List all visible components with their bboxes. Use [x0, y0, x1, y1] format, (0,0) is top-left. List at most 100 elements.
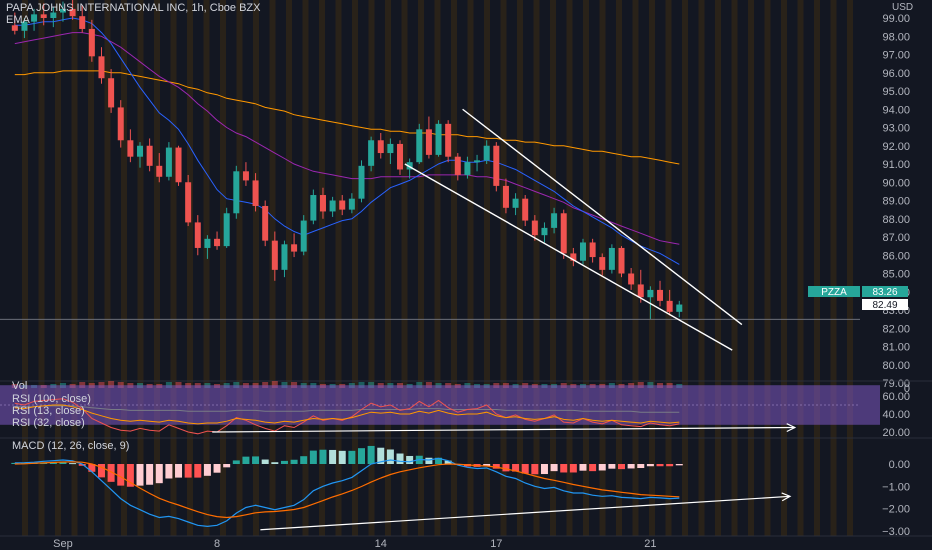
macd-histogram-bar: [666, 464, 674, 467]
price-tick-label: 80.00: [882, 360, 910, 372]
macd-divergence-arrow: [260, 495, 791, 531]
session-stripe: [385, 0, 391, 536]
volume-bar: [98, 382, 105, 388]
session-stripe: [500, 0, 507, 536]
session-stripe: [830, 0, 837, 536]
macd-pane: 0.00 −1.00 −2.00 −3.00: [11, 445, 910, 538]
session-stripe: [170, 0, 177, 536]
session-stripe: [22, 0, 28, 536]
macd-histogram-bar: [329, 449, 337, 464]
candle-body: [156, 165, 163, 177]
line-price-label: 82.49: [872, 300, 897, 311]
wedge-lower-line: [404, 163, 733, 351]
macd-histogram-bar: [338, 450, 346, 464]
session-stripe: [781, 0, 787, 536]
candle-body: [319, 195, 326, 212]
trendlines[interactable]: [212, 108, 797, 531]
session-stripe: [484, 0, 490, 536]
session-stripe: [467, 0, 474, 536]
macd-histogram-bar: [126, 464, 134, 487]
macd-histogram-bar: [280, 460, 288, 464]
macd-histogram-bar: [136, 464, 144, 486]
macd-tick-label: −3.00: [882, 526, 910, 538]
price-tick-label: 82.00: [882, 323, 910, 335]
macd-histogram-bar: [223, 464, 231, 468]
volume-bar: [108, 381, 115, 388]
session-stripe: [797, 0, 804, 536]
session-stripe: [335, 0, 342, 536]
volume-bar: [637, 382, 644, 388]
session-stripe: [38, 0, 45, 536]
macd-histogram-bar: [88, 464, 96, 472]
candle-body: [214, 238, 221, 247]
candle-body: [262, 205, 269, 241]
price-tick-label: 81.00: [882, 342, 910, 354]
candle-body: [579, 242, 586, 261]
ticker-tag: [808, 286, 860, 297]
session-stripe: [649, 0, 655, 536]
rsi-pane: 20.00 40.00 60.00: [0, 385, 910, 439]
candle-body: [522, 198, 529, 221]
candle-body: [300, 220, 307, 252]
macd-histogram-bar: [261, 459, 269, 464]
price-tick-label: 89.00: [882, 196, 910, 208]
candle-body: [589, 242, 596, 258]
candle-body: [666, 300, 673, 312]
session-stripe: [104, 0, 111, 536]
last-price-tag: [862, 286, 908, 297]
macd-histogram-bar: [502, 464, 510, 472]
macd-histogram-bar: [627, 464, 635, 469]
price-tick-label: 86.00: [882, 250, 910, 262]
macd-histogram-bar: [175, 464, 183, 478]
symbol-title[interactable]: PAPA JOHNS INTERNATIONAL INC, 1h, Cboe B…: [6, 2, 261, 14]
macd-histogram-bar: [97, 464, 105, 478]
rsi-tick-label: 60.00: [882, 391, 910, 403]
session-stripe: [319, 0, 325, 536]
macd-histogram-bar: [309, 450, 317, 464]
candle-body: [137, 145, 144, 157]
candle-body: [397, 143, 404, 170]
macd-histogram-bar: [406, 455, 414, 464]
macd-histogram-bar: [203, 464, 211, 476]
session-stripe: [566, 0, 573, 536]
macd-histogram-bar: [435, 457, 443, 464]
macd-histogram-bar: [512, 464, 520, 472]
session-stripe: [847, 0, 853, 536]
macd-histogram-bar: [165, 464, 173, 479]
session-stripe: [121, 0, 127, 536]
macd-histogram-bar: [396, 453, 404, 464]
time-tick-label: Sep: [53, 538, 73, 550]
candle-body: [618, 247, 625, 274]
volume-bar: [271, 381, 278, 388]
rsi-label-32: RSI (32, close): [12, 417, 85, 429]
wedge-upper-line: [462, 108, 743, 326]
rsi-label-13: RSI (13, close): [12, 405, 85, 417]
ema-legend[interactable]: EMA: [6, 14, 30, 26]
volume-bar: [175, 382, 182, 388]
macd-histogram-bar: [69, 463, 77, 465]
volume-bar: [262, 382, 269, 388]
price-tick-label: 88.00: [882, 214, 910, 226]
signal-line: [14, 461, 680, 519]
macd-histogram-bar: [78, 464, 86, 466]
candle-body: [40, 14, 47, 18]
macd-histogram-bar: [569, 464, 577, 473]
candle-body: [165, 147, 172, 177]
macd-histogram-bar: [348, 450, 356, 464]
rsi-label-100: RSI (100, close): [12, 393, 91, 405]
session-stripe: [748, 0, 754, 536]
ema-lines: [14, 17, 680, 265]
macd-histogram-bar: [367, 445, 375, 464]
candle-body: [233, 171, 240, 214]
volume-bar: [368, 382, 375, 388]
volume-bar: [165, 382, 172, 388]
candle-body: [502, 185, 509, 208]
time-tick-label: 21: [644, 538, 656, 550]
candle-body: [50, 12, 57, 18]
macd-tick-label: −1.00: [882, 481, 910, 493]
session-stripe: [187, 0, 193, 536]
macd-histogram-bar: [560, 464, 568, 473]
macd-histogram-bar: [656, 464, 664, 467]
candlestick-series[interactable]: [0, 0, 860, 320]
